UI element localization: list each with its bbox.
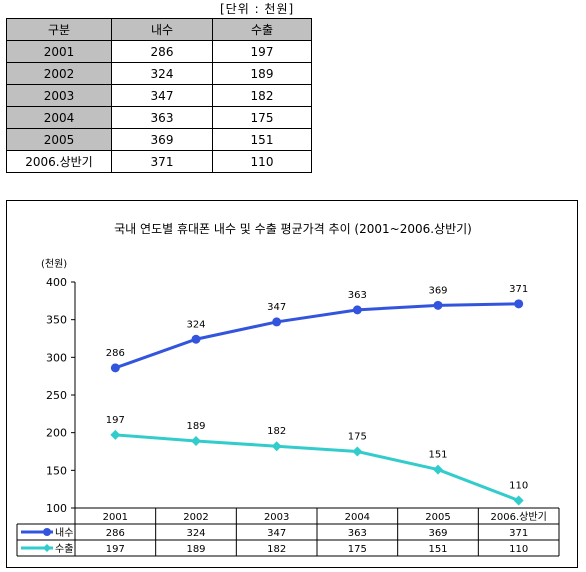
table-row: 2006.상반기 371 110 bbox=[6, 150, 312, 173]
data-table-value: 175 bbox=[348, 544, 367, 555]
row-year: 2003 bbox=[6, 84, 112, 107]
data-table-value: 371 bbox=[509, 528, 528, 539]
data-point bbox=[514, 299, 524, 309]
data-table-value: 151 bbox=[428, 544, 447, 555]
series-line-export bbox=[115, 433, 520, 502]
data-label: 175 bbox=[348, 432, 367, 443]
chart-title: 국내 연도별 휴대폰 내수 및 수출 평균가격 추이 (2001~2006.상반… bbox=[114, 222, 472, 236]
row-year: 2006.상반기 bbox=[6, 150, 112, 173]
data-label: 197 bbox=[106, 415, 125, 426]
data-label: 371 bbox=[509, 284, 528, 295]
data-point bbox=[352, 305, 362, 315]
unit-label: [단위 : 천원] bbox=[220, 2, 295, 16]
data-label: 347 bbox=[267, 302, 286, 313]
table-header-row: 구분 내수 수출 bbox=[6, 18, 312, 41]
data-label: 182 bbox=[267, 426, 286, 437]
x-tick-label: 2005 bbox=[425, 512, 450, 523]
y-tick-label: 350 bbox=[46, 314, 67, 327]
y-axis-label: (천원) bbox=[41, 258, 67, 270]
data-point bbox=[110, 429, 121, 440]
data-point bbox=[110, 363, 120, 373]
table-row: 2005 369 151 bbox=[6, 128, 312, 151]
y-tick-label: 150 bbox=[46, 464, 67, 477]
y-tick-label: 300 bbox=[46, 351, 67, 364]
row-export: 197 bbox=[212, 40, 312, 63]
header-category: 구분 bbox=[6, 18, 112, 41]
data-label: 363 bbox=[348, 290, 367, 301]
data-label: 110 bbox=[509, 480, 528, 491]
row-year: 2005 bbox=[6, 128, 112, 151]
row-domestic: 347 bbox=[111, 84, 213, 107]
data-label: 189 bbox=[186, 421, 205, 432]
data-label: 286 bbox=[106, 348, 125, 359]
row-year: 2004 bbox=[6, 106, 112, 129]
legend-marker bbox=[43, 528, 51, 536]
table-row: 2004 363 175 bbox=[6, 106, 312, 129]
row-export: 110 bbox=[212, 150, 312, 173]
line-chart-panel: 국내 연도별 휴대폰 내수 및 수출 평균가격 추이 (2001~2006.상반… bbox=[6, 200, 578, 568]
data-point bbox=[433, 464, 443, 475]
header-domestic: 내수 bbox=[111, 18, 213, 41]
row-export: 182 bbox=[212, 84, 312, 107]
x-tick-label: 2001 bbox=[103, 512, 128, 523]
legend-label: 수출 bbox=[55, 543, 73, 555]
row-domestic: 363 bbox=[111, 106, 213, 129]
data-point bbox=[272, 317, 282, 327]
data-table-value: 110 bbox=[509, 544, 528, 555]
y-tick-label: 400 bbox=[46, 276, 67, 289]
row-export: 189 bbox=[212, 62, 312, 85]
data-point bbox=[191, 435, 201, 446]
line-chart: 국내 연도별 휴대폰 내수 및 수출 평균가격 추이 (2001~2006.상반… bbox=[16, 222, 560, 557]
table-row: 2001 286 197 bbox=[6, 40, 312, 63]
row-year: 2001 bbox=[6, 40, 112, 63]
table-row: 2002 324 189 bbox=[6, 62, 312, 85]
data-table-value: 189 bbox=[186, 544, 205, 555]
data-table-value: 182 bbox=[267, 544, 286, 555]
data-table-value: 363 bbox=[348, 528, 367, 539]
data-point bbox=[271, 441, 282, 452]
x-tick-label: 2003 bbox=[264, 512, 289, 523]
x-tick-label: 2006.상반기 bbox=[491, 511, 547, 523]
x-tick-label: 2004 bbox=[345, 512, 370, 523]
data-label: 151 bbox=[428, 450, 447, 461]
data-table-value: 347 bbox=[267, 528, 286, 539]
row-export: 151 bbox=[212, 128, 312, 151]
row-domestic: 369 bbox=[111, 128, 213, 151]
legend-marker bbox=[43, 544, 51, 552]
data-point bbox=[191, 334, 201, 344]
y-tick-label: 100 bbox=[46, 502, 67, 515]
data-table-value: 197 bbox=[106, 544, 125, 555]
row-export: 175 bbox=[212, 106, 312, 129]
legend-label: 내수 bbox=[55, 527, 73, 539]
y-tick-label: 250 bbox=[46, 389, 67, 402]
row-year: 2002 bbox=[6, 62, 112, 85]
data-table-value: 324 bbox=[186, 528, 205, 539]
y-tick-label: 200 bbox=[46, 427, 67, 440]
data-table-value: 369 bbox=[428, 528, 447, 539]
series-line-domestic bbox=[114, 302, 519, 370]
price-table: 구분 내수 수출 2001 286 197 2002 324 189 2003 … bbox=[6, 18, 312, 173]
row-domestic: 286 bbox=[111, 40, 213, 63]
header-export: 수출 bbox=[212, 18, 312, 41]
data-point bbox=[513, 495, 524, 506]
row-domestic: 371 bbox=[111, 150, 213, 173]
data-point bbox=[433, 300, 443, 310]
data-table-value: 286 bbox=[106, 528, 125, 539]
data-label: 369 bbox=[428, 285, 447, 296]
row-domestic: 324 bbox=[111, 62, 213, 85]
x-tick-label: 2002 bbox=[183, 512, 208, 523]
table-row: 2003 347 182 bbox=[6, 84, 312, 107]
data-point bbox=[352, 446, 363, 457]
data-label: 324 bbox=[186, 319, 205, 330]
